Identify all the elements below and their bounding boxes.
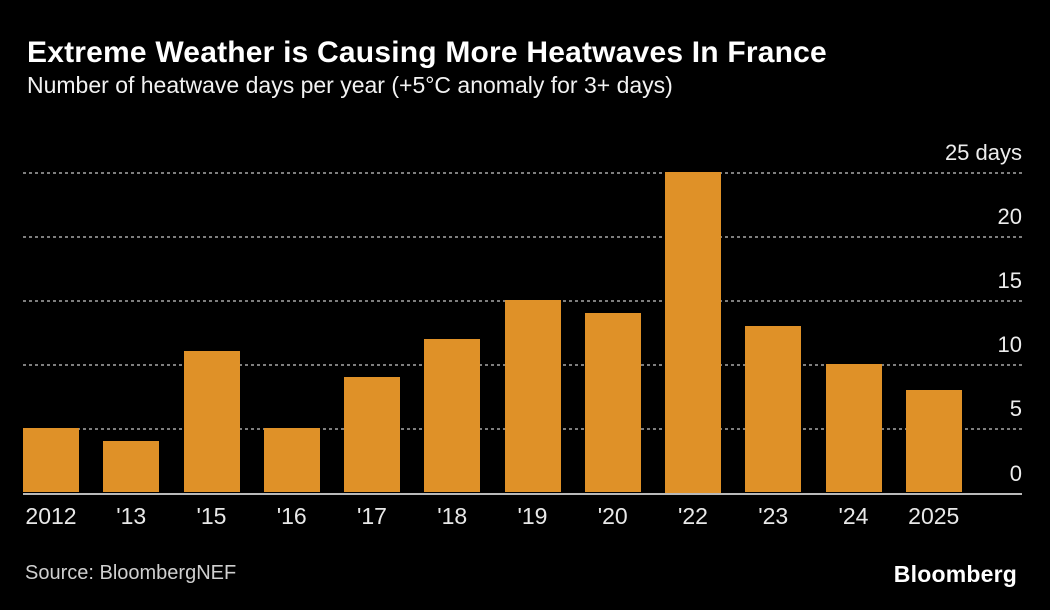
bar-18 <box>424 338 481 493</box>
x-axis-label-22: '22 <box>678 503 708 529</box>
y-axis-tick-label-10: 10 <box>997 332 1022 358</box>
x-axis-label-23: '23 <box>758 503 789 529</box>
gridline-20 <box>23 236 1022 239</box>
y-axis-tick-label-0: 0 <box>1009 460 1022 486</box>
x-axis-label-17: '17 <box>357 503 387 529</box>
bloomberg-logo: Bloomberg <box>893 561 1017 587</box>
x-axis-label-20: '20 <box>597 503 628 529</box>
chart-subtitle: Number of heatwave days per year (+5°C a… <box>27 72 673 98</box>
chart-title: Extreme Weather is Causing More Heatwave… <box>27 36 827 69</box>
bar-2012 <box>23 428 79 493</box>
y-axis-tick-label-5: 5 <box>1009 396 1022 422</box>
x-axis-label-15: '15 <box>196 503 227 529</box>
bar-17 <box>344 377 400 493</box>
bar-23 <box>745 325 802 493</box>
x-axis-label-2012: 2012 <box>25 503 77 529</box>
bar-16 <box>263 428 320 493</box>
y-axis-tick-label-15: 15 <box>997 268 1022 294</box>
y-axis-tick-label-25: 25 days <box>944 140 1022 165</box>
x-axis-label-2025: 2025 <box>908 503 960 529</box>
bar-2025 <box>905 389 962 493</box>
bar-22 <box>665 172 721 493</box>
x-axis-label-24: '24 <box>838 503 869 529</box>
x-axis-label-19: '19 <box>517 503 548 529</box>
bar-19 <box>504 300 561 493</box>
y-axis-tick-label-20: 20 <box>997 204 1022 230</box>
x-axis-label-16: '16 <box>276 503 307 529</box>
x-axis-line <box>23 492 1022 495</box>
bar-20 <box>584 313 641 493</box>
bar-13 <box>103 441 160 493</box>
x-axis-label-13: '13 <box>116 503 147 529</box>
bar-15 <box>183 351 240 493</box>
x-axis-label-18: '18 <box>437 503 468 529</box>
source-attribution: Source: BloombergNEF <box>25 562 237 584</box>
gridline-25 <box>23 172 1022 174</box>
bar-24 <box>825 364 882 493</box>
